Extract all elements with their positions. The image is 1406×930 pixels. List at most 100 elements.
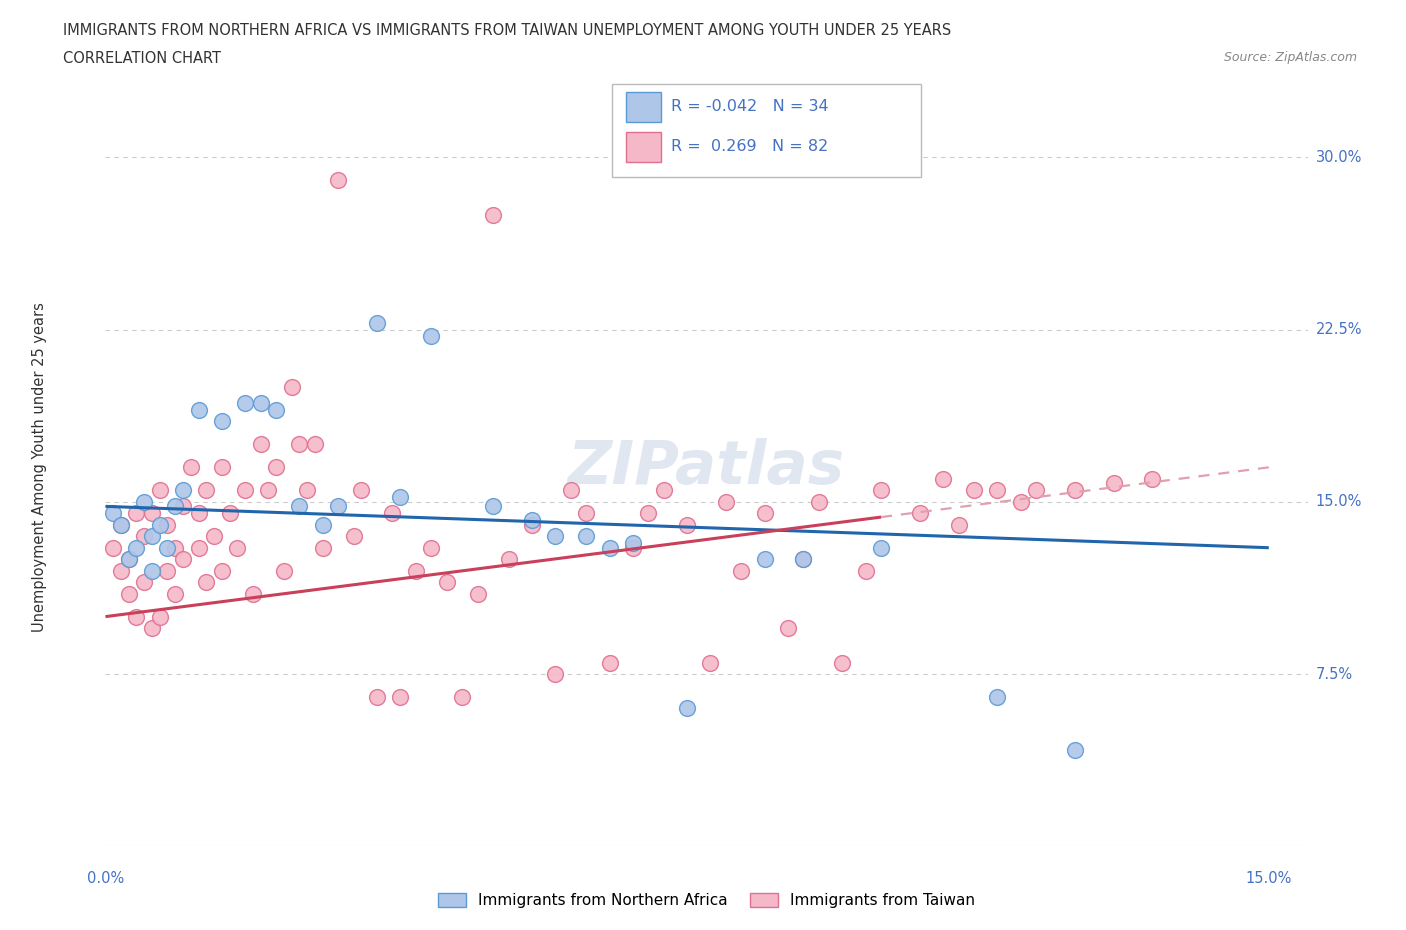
Point [311,517,333,532]
Text: 15.0%: 15.0% [1316,494,1362,510]
Point [986,483,1008,498]
Point [288,498,311,513]
Point [436,575,458,590]
Point [134,529,156,544]
Point [103,540,125,555]
Point [389,490,412,505]
Point [326,173,349,188]
Point [242,586,264,601]
Point [699,655,721,670]
Point [195,483,218,498]
Point [165,540,187,555]
Point [1025,483,1047,498]
Point [202,529,225,544]
Point [1102,476,1125,491]
Point [754,551,776,566]
Legend: Immigrants from Northern Africa, Immigrants from Taiwan: Immigrants from Northern Africa, Immigra… [432,886,981,914]
Point [366,689,388,704]
Point [366,315,388,330]
Point [118,551,141,566]
Point [498,551,520,566]
Point [467,586,489,601]
Point [264,460,287,475]
Point [118,586,141,601]
Point [451,689,474,704]
Point [165,498,187,513]
Point [288,437,311,452]
Point [831,655,853,670]
Text: 22.5%: 22.5% [1316,322,1362,337]
Point [172,551,194,566]
Point [1010,495,1032,510]
Point [908,506,931,521]
Point [280,379,302,394]
Point [963,483,986,498]
Point [249,395,271,410]
Point [125,540,148,555]
Point [195,575,218,590]
Point [149,517,172,532]
Text: 30.0%: 30.0% [1316,150,1362,165]
Point [125,506,148,521]
Point [792,551,814,566]
Text: ZIPatlas: ZIPatlas [568,438,845,497]
Point [110,517,132,532]
Text: CORRELATION CHART: CORRELATION CHART [63,51,221,66]
Point [855,564,877,578]
Point [350,483,373,498]
Point [311,540,333,555]
Text: 7.5%: 7.5% [1316,667,1353,682]
Point [172,498,194,513]
Point [187,506,209,521]
Text: R =  0.269   N = 82: R = 0.269 N = 82 [671,140,828,154]
Point [520,517,543,532]
Point [1142,472,1164,486]
Point [621,540,644,555]
Point [381,506,404,521]
Point [180,460,202,475]
Text: Source: ZipAtlas.com: Source: ZipAtlas.com [1223,51,1357,64]
Point [211,564,233,578]
Point [141,564,163,578]
Point [932,472,955,486]
Point [233,395,256,410]
Point [134,575,156,590]
Point [389,689,412,704]
Point [544,667,567,682]
Point [141,529,163,544]
Point [575,529,598,544]
Point [110,517,132,532]
Point [103,506,125,521]
Point [870,483,893,498]
Text: R = -0.042   N = 34: R = -0.042 N = 34 [671,100,828,114]
Point [218,506,240,521]
Point [134,495,156,510]
Point [273,564,295,578]
Point [676,517,699,532]
Point [110,564,132,578]
Point [520,512,543,527]
Point [211,460,233,475]
Text: IMMIGRANTS FROM NORTHERN AFRICA VS IMMIGRANTS FROM TAIWAN UNEMPLOYMENT AMONG YOU: IMMIGRANTS FROM NORTHERN AFRICA VS IMMIG… [63,23,952,38]
Point [714,495,737,510]
Point [141,620,163,635]
Point [172,483,194,498]
Point [482,498,505,513]
Point [405,564,427,578]
Point [118,551,141,566]
Point [652,483,675,498]
Point [125,609,148,624]
Point [599,655,621,670]
Point [211,414,233,429]
Point [560,483,582,498]
Point [156,564,179,578]
Text: Unemployment Among Youth under 25 years: Unemployment Among Youth under 25 years [32,302,46,632]
Point [233,483,256,498]
Point [575,506,598,521]
Point [141,506,163,521]
Point [165,586,187,601]
Point [343,529,366,544]
Point [544,529,567,544]
Point [420,329,443,344]
Text: 15.0%: 15.0% [1246,871,1292,886]
